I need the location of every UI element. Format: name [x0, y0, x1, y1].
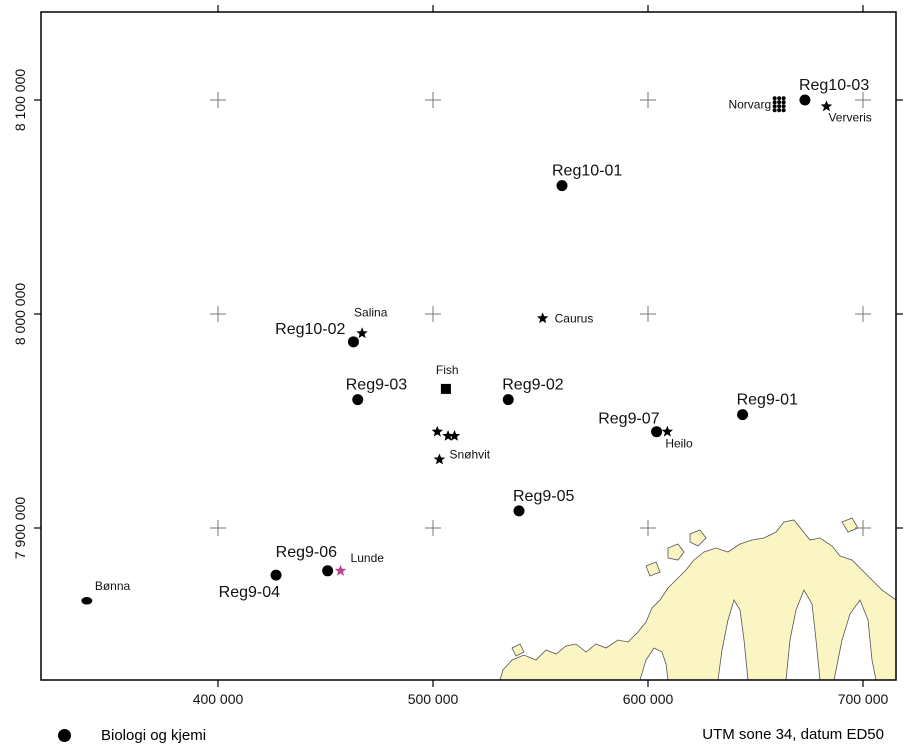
station-label: Reg9-07: [598, 411, 659, 428]
grid-cross: [210, 92, 226, 108]
station-label: Reg9-06: [276, 544, 337, 561]
grid-cross: [425, 520, 441, 536]
y-tick-label: 8 000 000: [12, 283, 28, 345]
station-marker: [651, 426, 663, 438]
field-label: Bønna: [95, 579, 131, 593]
field-cluster-marker: [772, 96, 786, 113]
station-marker: [556, 180, 568, 192]
cluster-dot: [781, 96, 786, 101]
field-label: Snøhvit: [449, 448, 490, 462]
grid-cross: [210, 520, 226, 536]
x-tick-label: 600 000: [623, 691, 674, 707]
cluster-dot: [777, 96, 782, 101]
cluster-dot: [772, 100, 777, 105]
grid-cross: [855, 92, 871, 108]
station-label: Reg10-03: [799, 77, 869, 94]
cluster-dot: [781, 104, 786, 109]
legend-station-dot: [58, 728, 71, 742]
coastline: [499, 517, 896, 680]
field-label: Caurus: [555, 311, 594, 325]
fjord-cut-3: [785, 589, 821, 680]
fjord-cut-1: [639, 647, 669, 680]
cluster-dot: [781, 100, 786, 105]
y-tick-label: 8 100 000: [12, 69, 28, 131]
field-label: Heilo: [665, 437, 693, 451]
field-star-marker: [442, 430, 454, 441]
island-3: [645, 561, 661, 577]
cluster-dot: [772, 96, 777, 101]
x-tick-label: 700 000: [838, 691, 889, 707]
field-star-marker: [334, 564, 347, 576]
station-label: Reg9-04: [219, 584, 280, 601]
cluster-dot: [777, 108, 782, 113]
field-star-marker: [431, 425, 443, 437]
x-tick-label: 500 000: [408, 691, 459, 707]
field-oval-marker: [81, 596, 93, 605]
grid-cross: [855, 306, 871, 322]
station-label: Reg9-03: [346, 377, 407, 394]
grid-cross: [425, 306, 441, 322]
field-label: Fish: [436, 363, 459, 377]
station-marker: [270, 569, 282, 581]
island-1: [667, 543, 685, 561]
field-label: Ververis: [828, 110, 871, 124]
station-label: Reg10-02: [275, 321, 345, 338]
station-marker: [347, 336, 359, 348]
field-star-marker: [661, 425, 674, 437]
grid-cross: [210, 306, 226, 322]
field-label: Lunde: [351, 551, 385, 565]
grid-cross: [640, 306, 656, 322]
field-label: Salina: [354, 305, 388, 319]
grid-crosses: [210, 92, 871, 536]
station-label: Reg9-05: [513, 488, 574, 505]
cluster-dot: [781, 108, 786, 113]
grid-cross: [640, 520, 656, 536]
field-label: Norvarg: [728, 97, 771, 111]
map-frame: [40, 11, 897, 681]
datum-note: UTM sone 34, datum ED50: [702, 726, 884, 743]
legend-label: Biologi og kjemi: [101, 726, 207, 744]
cluster-dot: [777, 104, 782, 109]
field-square-marker: [440, 383, 451, 394]
field-star-marker: [820, 100, 833, 112]
station-marker: [322, 565, 334, 577]
fjord-cut-2: [717, 599, 749, 680]
station-marker: [352, 394, 364, 406]
x-tick-label: 400 000: [193, 691, 244, 707]
cluster-dot: [772, 108, 777, 113]
station-marker: [737, 409, 749, 421]
field-star-marker: [536, 312, 549, 324]
island-2: [689, 529, 707, 547]
station-label: Reg9-01: [737, 392, 798, 409]
station-label: Reg9-02: [502, 377, 563, 394]
y-tick-label: 7 900 000: [12, 497, 28, 559]
island-4: [511, 643, 525, 657]
grid-cross: [640, 92, 656, 108]
field-star-marker: [448, 430, 461, 441]
fjord-cut-4: [833, 599, 877, 680]
field-star-marker: [356, 327, 368, 339]
station-marker: [502, 394, 514, 406]
cluster-dot: [777, 100, 782, 105]
station-marker: [513, 505, 525, 517]
grid-cross: [855, 520, 871, 536]
field-star-marker: [433, 453, 446, 465]
map-features: Reg10-03 Reg10-01 Reg10-02 Reg9-03 Reg9-02 Re…: [81, 77, 872, 605]
axes: 400 000 500 000 600 000 700 000 7 900 000 8 0…: [12, 5, 903, 707]
station-marker: [799, 94, 811, 106]
cluster-dot: [772, 104, 777, 109]
grid-cross: [425, 92, 441, 108]
station-label: Reg10-01: [552, 163, 622, 180]
legend: Biologi og kjemi: [58, 724, 206, 746]
